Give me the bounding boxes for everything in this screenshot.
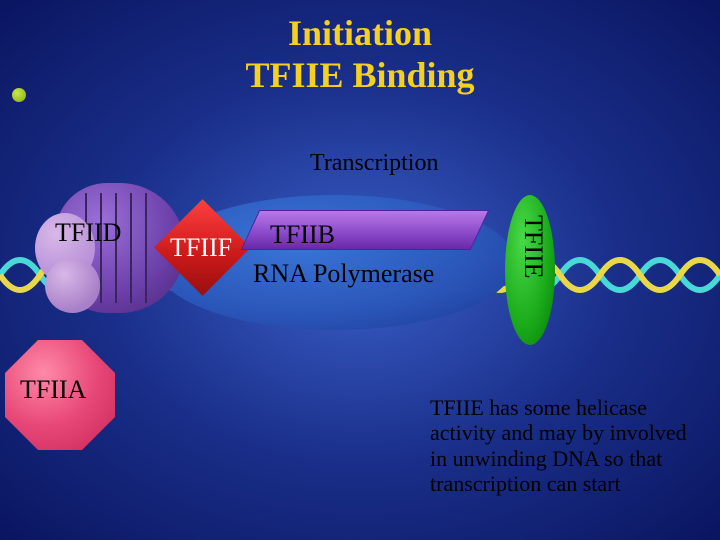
tfiie-description: TFIIE has some helicase activity and may…	[430, 395, 690, 496]
tfiia-label: TFIIA	[20, 375, 86, 405]
tfiid-lobe-2	[45, 258, 100, 313]
transcription-label: Transcription	[310, 150, 438, 176]
diagram-stage: Transcription TFIID TFIIF TFIIB RNA Poly…	[0, 0, 720, 540]
tfiif-label: TFIIF	[170, 233, 232, 263]
tfiid-label: TFIID	[55, 218, 121, 248]
rnapol-label: RNA Polymerase	[253, 259, 434, 289]
tfiib-label: TFIIB	[270, 220, 335, 250]
tfiie-label: TFIIE	[518, 215, 548, 279]
